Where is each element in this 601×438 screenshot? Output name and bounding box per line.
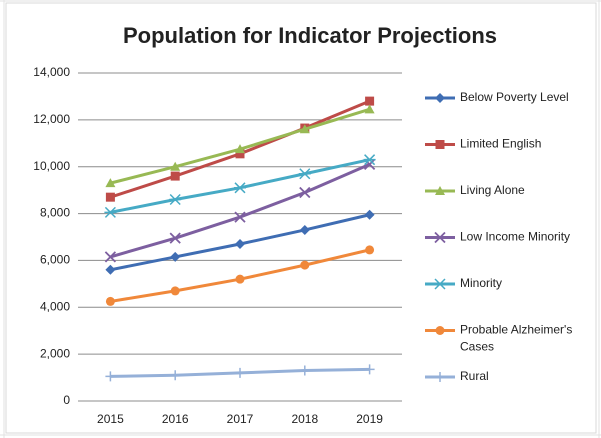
marker bbox=[170, 286, 180, 296]
y-tick-label: 12,000 bbox=[33, 112, 70, 126]
marker bbox=[234, 211, 246, 223]
marker bbox=[299, 365, 310, 376]
marker bbox=[235, 239, 245, 250]
y-tick-label: 4,000 bbox=[40, 299, 70, 313]
y-tick-label: 0 bbox=[63, 393, 70, 407]
marker bbox=[105, 264, 116, 275]
y-tick-label: 8,000 bbox=[40, 206, 70, 220]
marker bbox=[365, 245, 375, 255]
marker bbox=[300, 260, 310, 270]
legend-label: Below Poverty Level bbox=[460, 90, 569, 104]
marker bbox=[169, 193, 182, 206]
legend-marker bbox=[435, 326, 445, 335]
legend-marker bbox=[434, 231, 446, 244]
legend-label: Probable Alzheimer's Cases bbox=[460, 323, 576, 354]
legend-label: Minority bbox=[460, 276, 502, 290]
legend-label: Living Alone bbox=[460, 183, 525, 197]
legend-label: Limited English bbox=[460, 137, 541, 151]
legend-marker bbox=[434, 278, 446, 290]
x-tick-label: 2016 bbox=[162, 412, 189, 426]
marker bbox=[364, 209, 375, 220]
marker bbox=[104, 251, 117, 263]
marker bbox=[105, 192, 115, 202]
marker bbox=[169, 232, 181, 244]
chart-title: Population for Indicator Projections bbox=[123, 23, 497, 48]
y-tick-label: 2,000 bbox=[40, 346, 70, 360]
marker bbox=[299, 124, 310, 134]
legend-marker bbox=[435, 93, 445, 103]
legend-label: Rural bbox=[460, 369, 489, 383]
x-tick-label: 2019 bbox=[356, 412, 383, 426]
marker bbox=[235, 144, 245, 154]
marker bbox=[104, 206, 117, 218]
marker bbox=[105, 371, 116, 382]
marker bbox=[235, 367, 245, 378]
legend-label-line: Cases bbox=[460, 340, 494, 354]
marker bbox=[364, 364, 375, 375]
marker bbox=[170, 171, 180, 181]
legend-marker bbox=[435, 186, 445, 195]
marker bbox=[365, 96, 375, 106]
marker bbox=[363, 154, 376, 166]
y-tick-label: 14,000 bbox=[33, 65, 70, 79]
y-tick-label: 10,000 bbox=[33, 159, 70, 173]
marker bbox=[235, 274, 245, 284]
marker bbox=[105, 178, 116, 188]
x-tick-label: 2017 bbox=[227, 412, 254, 426]
marker bbox=[170, 370, 181, 381]
marker bbox=[299, 224, 310, 235]
legend-marker bbox=[435, 372, 445, 382]
marker bbox=[298, 168, 311, 180]
legend-label-line: Probable Alzheimer's bbox=[460, 323, 576, 337]
x-tick-label: 2015 bbox=[97, 412, 124, 426]
chart-area bbox=[5, 2, 597, 434]
marker bbox=[170, 251, 181, 262]
x-tick-label: 2018 bbox=[291, 412, 318, 426]
marker bbox=[299, 186, 311, 199]
marker bbox=[170, 161, 181, 171]
y-tick-label: 6,000 bbox=[40, 253, 70, 267]
legend-marker bbox=[435, 140, 445, 149]
legend-label: Low Income Minority bbox=[460, 230, 570, 244]
marker bbox=[235, 149, 245, 159]
marker bbox=[364, 104, 375, 114]
marker bbox=[234, 182, 246, 194]
marker bbox=[105, 296, 115, 306]
